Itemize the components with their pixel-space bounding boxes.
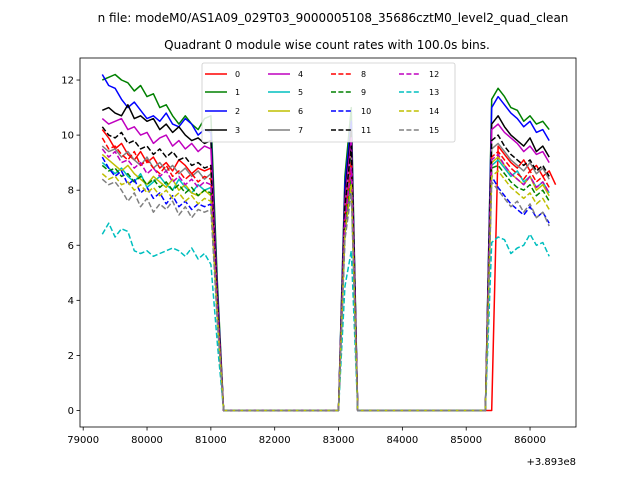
legend-label-11: 11 <box>361 126 371 135</box>
legend-label-5: 5 <box>298 88 303 97</box>
legend-label-7: 7 <box>298 126 303 135</box>
y-tick-label: 10 <box>61 131 74 142</box>
x-tick-label: 80000 <box>131 435 163 446</box>
y-tick-label: 4 <box>68 296 74 307</box>
y-tick-label: 6 <box>68 241 74 252</box>
series-line-9 <box>101 164 550 412</box>
series-line-13 <box>101 222 550 412</box>
legend-label-9: 9 <box>361 88 366 97</box>
x-tick-label: 82000 <box>259 435 291 446</box>
y-tick-label: 0 <box>68 406 74 417</box>
legend-label-15: 15 <box>429 126 439 135</box>
legend-label-1: 1 <box>235 88 240 97</box>
y-tick-label: 12 <box>61 76 74 87</box>
x-tick-label: 81000 <box>195 435 227 446</box>
legend-label-4: 4 <box>298 70 303 79</box>
x-tick-label: 86000 <box>514 435 546 446</box>
legend-label-2: 2 <box>235 107 240 116</box>
x-tick-label: 85000 <box>450 435 482 446</box>
legend-label-14: 14 <box>429 107 439 116</box>
series-layer <box>101 73 557 412</box>
legend-label-10: 10 <box>361 107 371 116</box>
chart-suptitle: n file: modeM0/AS1A09_029T03_9000005108_… <box>98 11 569 25</box>
legend-label-8: 8 <box>361 70 366 79</box>
axes-frame <box>79 57 577 428</box>
legend-label-3: 3 <box>235 126 240 135</box>
x-tick-label: 84000 <box>386 435 418 446</box>
legend-frame <box>201 62 456 143</box>
x-offset-text: +3.893e8 <box>526 457 576 468</box>
legend-label-12: 12 <box>429 70 439 79</box>
chart-title: Quadrant 0 module wise count rates with … <box>164 38 490 52</box>
x-tick-label: 79000 <box>67 435 99 446</box>
series-line-15 <box>101 178 550 412</box>
x-tick-label: 83000 <box>323 435 355 446</box>
y-tick-label: 2 <box>68 351 74 362</box>
y-tick-label: 8 <box>68 186 74 197</box>
legend-label-6: 6 <box>298 107 303 116</box>
x-axis: 79000 80000 81000 82000 83000 84000 85000 86000 <box>67 427 546 446</box>
y-axis: 0 2 4 6 8 10 12 <box>61 76 80 417</box>
legend-label-13: 13 <box>429 88 439 97</box>
legend-label-0: 0 <box>235 70 240 79</box>
